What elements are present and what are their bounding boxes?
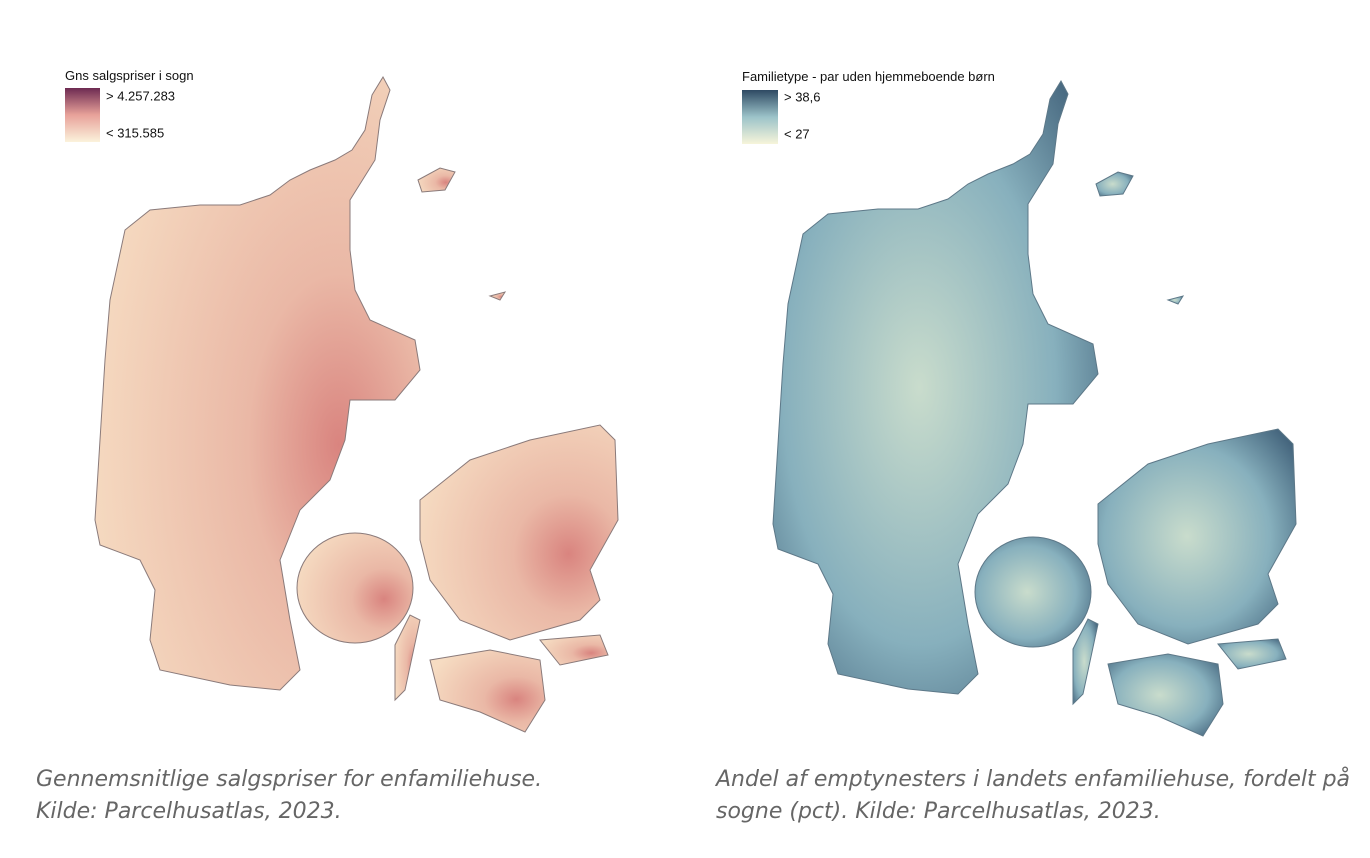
legend-title: Gns salgspriser i sogn xyxy=(65,68,194,83)
caption: Gennemsnitlige salgspriser for enfamilie… xyxy=(36,767,542,792)
map-family: Familietype - par uden hjemmeboende børn… xyxy=(714,69,1350,824)
legend-gradient xyxy=(742,90,778,144)
caption: Kilde: Parcelhusatlas, 2023. xyxy=(36,799,342,824)
map-price: Gns salgspriser i sogn > 4.257.283 < 315… xyxy=(36,68,619,824)
legend-max: > 4.257.283 xyxy=(106,88,175,103)
legend-max: > 38,6 xyxy=(784,89,821,104)
legend-min: < 27 xyxy=(784,126,810,141)
legend-title: Familietype - par uden hjemmeboende børn xyxy=(742,69,995,84)
caption: Andel af emptynesters i landets enfamili… xyxy=(714,766,1350,792)
legend-min: < 315.585 xyxy=(106,125,164,140)
legend-gradient xyxy=(65,88,100,142)
caption: sogne (pct). Kilde: Parcelhusatlas, 2023… xyxy=(716,799,1161,824)
